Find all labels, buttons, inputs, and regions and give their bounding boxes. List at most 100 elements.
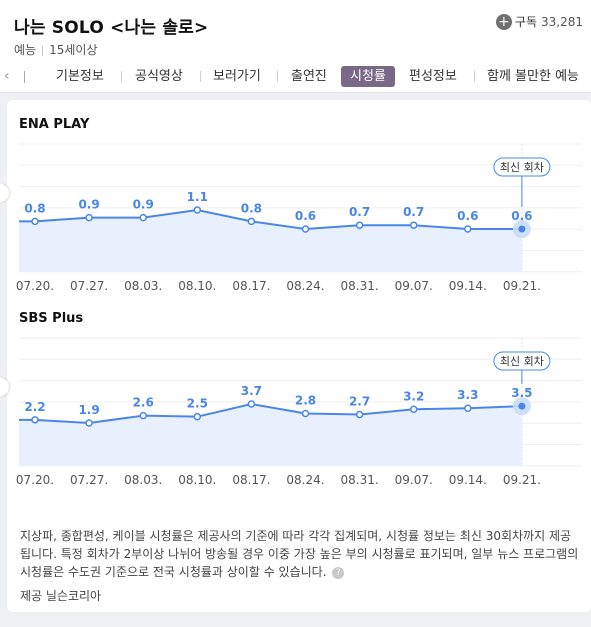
data-label: 0.9 (133, 198, 154, 212)
subscribe-count: 33,281 (541, 14, 583, 29)
latest-episode-badge (493, 157, 551, 177)
area-fill (19, 404, 522, 466)
tab-official-video[interactable]: 공식영상 (135, 69, 183, 84)
tab-bar: ‹ 기본정보 공식영상 보러가기 출연진 시청률 편성정보 함께 볼만한 예능 (0, 62, 591, 93)
tab-similar-shows[interactable]: 함께 볼만한 예능 (487, 69, 579, 84)
data-point (31, 217, 39, 226)
tab-divider (121, 71, 122, 82)
data-label: 2.5 (187, 397, 208, 411)
data-point (85, 419, 93, 427)
x-tick-label: 09.07. (395, 279, 433, 293)
data-label: 0.9 (78, 198, 99, 212)
x-tick-label: 09.21. (503, 279, 541, 293)
data-label: 0.6 (295, 209, 316, 223)
latest-episode-badge-label: 최신 회차 (500, 355, 544, 368)
tab-schedule[interactable]: 편성정보 (409, 69, 457, 84)
tab-divider (474, 71, 475, 82)
latest-episode-badge (493, 351, 551, 371)
latest-episode-badge-label: 최신 회차 (500, 161, 544, 174)
data-label: 2.2 (24, 400, 45, 414)
tab-divider (200, 71, 201, 82)
x-tick-label: 09.07. (395, 473, 433, 487)
data-point (85, 213, 93, 222)
x-tick-label: 08.03. (124, 279, 162, 293)
x-tick-label: 07.20. (16, 473, 54, 487)
ena-play-chart: 0.8 07.20. 0.9 07.27. 0.9 08.03. 1.1 08.10. 0.8 0… (16, 143, 582, 293)
data-source: 제공 닐슨코리아 (20, 589, 102, 603)
data-label: 2.8 (295, 394, 316, 408)
genre-label: 예능 (14, 43, 37, 57)
data-label: 1.1 (187, 190, 208, 204)
data-point (464, 225, 472, 233)
data-label: 3.3 (457, 388, 478, 402)
x-tick-label: 08.24. (286, 279, 324, 293)
data-point (139, 411, 147, 420)
data-point (247, 400, 256, 408)
data-point (139, 213, 147, 222)
tab-scroll-divider (24, 71, 25, 83)
x-tick-label: 09.14. (449, 279, 487, 293)
subscribe-button[interactable]: + 구독 33,281 (495, 13, 583, 30)
data-point (355, 410, 364, 419)
area-fill (19, 210, 522, 272)
program-meta: 예능 15세이상 (14, 41, 97, 58)
x-tick-label: 08.17. (232, 279, 270, 293)
tab-ratings[interactable]: 시청률 (341, 66, 395, 87)
data-label: 0.8 (24, 201, 45, 215)
x-tick-label: 08.03. (124, 473, 162, 487)
x-tick-label: 08.31. (341, 473, 379, 487)
data-point (301, 225, 310, 233)
tab-cast[interactable]: 출연진 (291, 69, 327, 84)
tab-watch[interactable]: 보러가기 (213, 69, 261, 84)
meta-divider (42, 45, 44, 56)
data-point (31, 416, 39, 424)
x-tick-label: 08.10. (178, 473, 216, 487)
data-point (464, 404, 472, 412)
data-label: 0.6 (511, 209, 532, 223)
data-point (409, 405, 418, 414)
data-label: 2.7 (349, 395, 370, 409)
plus-icon: + (495, 13, 512, 30)
x-tick-label: 09.21. (503, 473, 541, 487)
data-label: 0.6 (457, 209, 478, 223)
data-point (518, 402, 526, 410)
chevron-left-icon[interactable]: ‹ (4, 68, 10, 84)
data-label: 2.6 (133, 396, 154, 410)
data-label: 0.7 (349, 205, 370, 219)
data-point (247, 217, 256, 226)
age-rating: 15세이상 (49, 43, 98, 57)
ratings-card: ENA PLAY 0.8 07.20. 0.9 07.27. 0.9 08.03. 1.1 0… (0, 100, 591, 612)
ratings-notes: 지상파, 종합편성, 케이블 시청률은 제공사의 기준에 따라 각각 집계되며,… (20, 527, 580, 581)
chart-edge-handle (0, 184, 9, 202)
data-label: 3.2 (403, 389, 424, 403)
sbs-plus-chart: 2.2 07.20. 1.9 07.27. 2.6 08.03. 2.5 08.10. 3.7 0… (16, 337, 582, 487)
data-point (355, 221, 364, 229)
x-tick-label: 07.27. (70, 279, 108, 293)
data-point (301, 409, 310, 418)
x-tick-label: 08.24. (286, 473, 324, 487)
chart-title-ena: ENA PLAY (19, 117, 90, 132)
data-point (409, 221, 418, 229)
chart-title-sbs: SBS Plus (19, 311, 84, 326)
tab-divider (277, 71, 278, 82)
program-header: 나는 SOLO <나는 솔로> 예능 15세이상 + 구독 33,281 (0, 0, 591, 62)
data-point (193, 206, 202, 214)
x-tick-label: 09.14. (449, 473, 487, 487)
data-point (193, 412, 202, 421)
x-tick-label: 08.31. (341, 279, 379, 293)
data-label: 0.7 (403, 205, 424, 219)
x-tick-label: 07.20. (16, 279, 54, 293)
data-label: 0.8 (241, 201, 262, 215)
help-icon[interactable]: ? (332, 566, 345, 579)
data-label: 3.7 (241, 384, 262, 398)
chart-edge-handle (0, 378, 9, 396)
data-label: 3.5 (511, 386, 532, 400)
x-tick-label: 08.10. (178, 279, 216, 293)
program-title: 나는 SOLO <나는 솔로> (14, 18, 209, 38)
x-tick-label: 07.27. (70, 473, 108, 487)
tab-basic-info[interactable]: 기본정보 (56, 69, 104, 84)
data-point (518, 225, 526, 233)
notes-text: 지상파, 종합편성, 케이블 시청률은 제공사의 기준에 따라 각각 집계되며,… (20, 529, 579, 579)
subscribe-label: 구독 (514, 15, 537, 29)
x-tick-label: 08.17. (232, 473, 270, 487)
